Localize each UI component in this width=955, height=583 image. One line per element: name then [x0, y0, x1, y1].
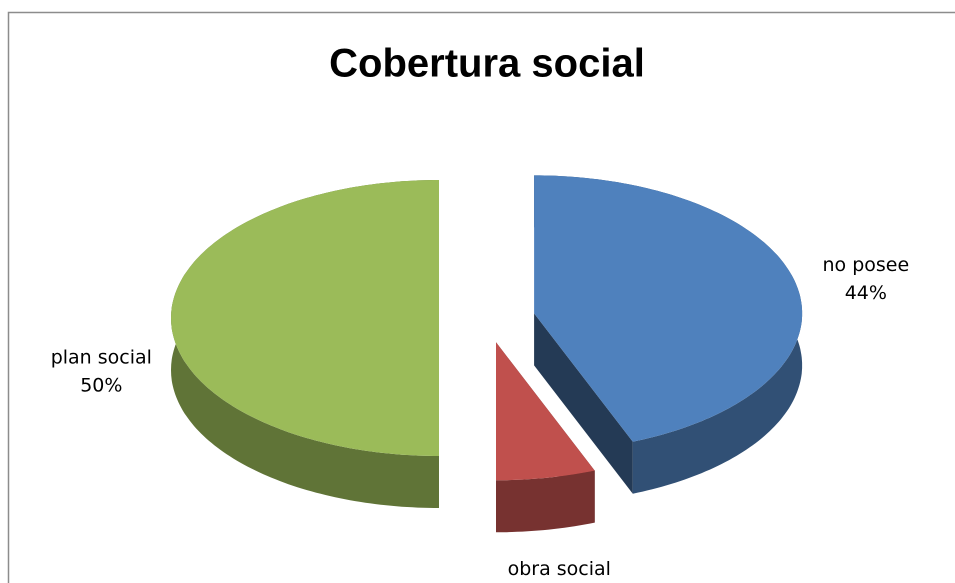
slice-tops	[171, 175, 803, 481]
slice	[171, 180, 439, 456]
slice-value-label: 44%	[845, 282, 887, 304]
slice-category-label: plan social	[51, 347, 152, 369]
slice-radial-side	[534, 313, 633, 494]
slice-category-label: no posee	[823, 254, 910, 276]
slice	[534, 175, 803, 442]
chart-frame	[7, 11, 955, 583]
slice-category-label: obra social	[508, 558, 611, 580]
slice-value-label: 50%	[80, 375, 122, 397]
chart-title: Cobertura social	[329, 42, 645, 86]
slice-outer-side	[496, 470, 595, 533]
slice	[496, 342, 595, 481]
